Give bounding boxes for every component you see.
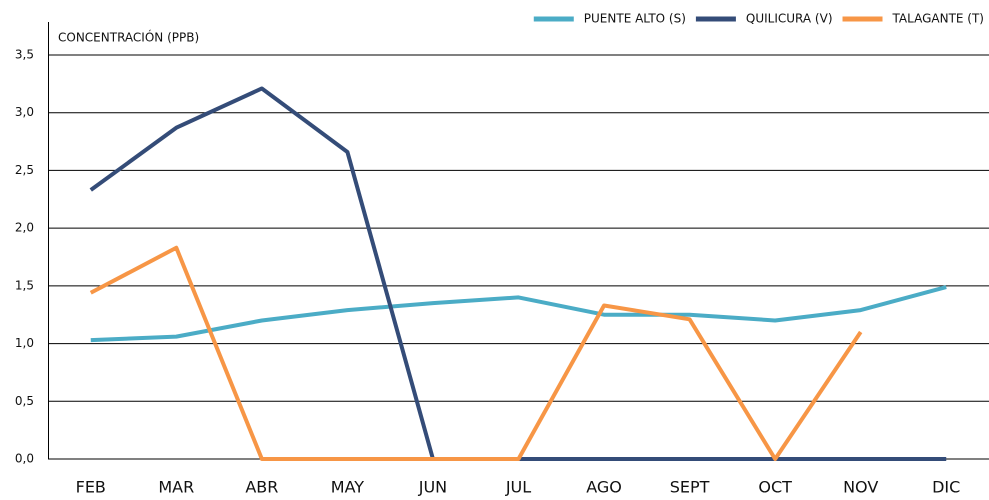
y-tick-label: 1,5 — [15, 278, 34, 292]
x-tick-label: MAR — [158, 478, 194, 497]
x-tick-label: ABR — [245, 478, 278, 497]
x-tick-label: DIC — [932, 478, 960, 497]
y-tick-label: 2,5 — [15, 163, 34, 177]
x-tick-label: AGO — [586, 478, 622, 497]
series-line — [89, 86, 947, 461]
y-tick-label: 1,0 — [15, 336, 34, 350]
legend-label: QUILICURA (V) — [746, 12, 833, 26]
x-tick-label: FEB — [76, 478, 106, 497]
x-tick-label: OCT — [758, 478, 792, 497]
legend-label: PUENTE ALTO (S) — [584, 12, 686, 26]
x-tick-label: JUN — [418, 478, 447, 497]
series-line — [90, 285, 947, 343]
legend-label: TALAGANTE (T) — [892, 12, 984, 26]
y-tick-label: 3,5 — [15, 48, 34, 62]
y-tick-label: 0,0 — [15, 452, 34, 466]
x-tick-label: MAY — [331, 478, 365, 497]
series-line — [89, 245, 863, 461]
y-tick-label: 2,0 — [15, 221, 34, 235]
x-tick-label: SEPT — [670, 478, 710, 497]
y-tick-label: 0,5 — [15, 394, 34, 408]
x-tick-label: JUL — [505, 478, 531, 497]
y-tick-label: 3,0 — [15, 105, 34, 119]
y-axis-label: CONCENTRACIÓN (PPB) — [58, 30, 199, 45]
x-tick-label: NOV — [843, 478, 878, 497]
